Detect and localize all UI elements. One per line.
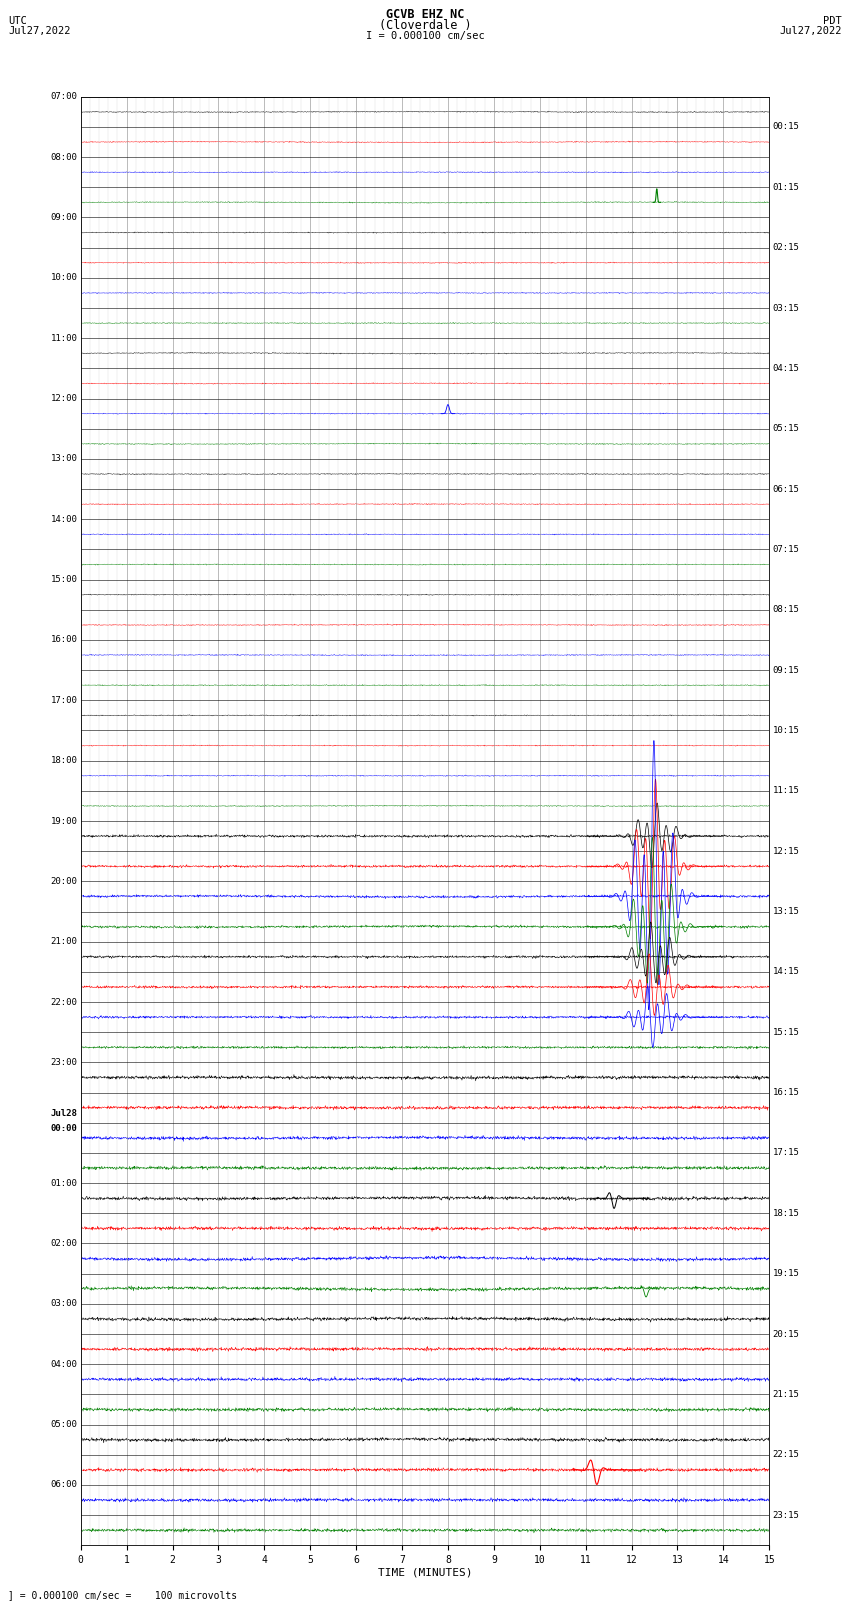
Text: GCVB EHZ NC: GCVB EHZ NC bbox=[386, 8, 464, 21]
Text: PDT: PDT bbox=[823, 16, 842, 26]
Text: 01:15: 01:15 bbox=[773, 182, 800, 192]
Text: 11:00: 11:00 bbox=[50, 334, 77, 342]
Text: (Cloverdale ): (Cloverdale ) bbox=[379, 19, 471, 32]
Text: 14:15: 14:15 bbox=[773, 968, 800, 976]
Text: 20:15: 20:15 bbox=[773, 1329, 800, 1339]
Text: UTC: UTC bbox=[8, 16, 27, 26]
Text: 11:15: 11:15 bbox=[773, 787, 800, 795]
Text: 08:15: 08:15 bbox=[773, 605, 800, 615]
Text: 20:00: 20:00 bbox=[50, 877, 77, 886]
Text: 13:00: 13:00 bbox=[50, 455, 77, 463]
Text: 06:15: 06:15 bbox=[773, 484, 800, 494]
Text: 18:15: 18:15 bbox=[773, 1208, 800, 1218]
Text: 02:00: 02:00 bbox=[50, 1239, 77, 1248]
Text: 09:00: 09:00 bbox=[50, 213, 77, 223]
Text: 17:15: 17:15 bbox=[773, 1148, 800, 1158]
Text: 03:00: 03:00 bbox=[50, 1300, 77, 1308]
Text: 19:15: 19:15 bbox=[773, 1269, 800, 1277]
Text: 15:15: 15:15 bbox=[773, 1027, 800, 1037]
Text: 09:15: 09:15 bbox=[773, 666, 800, 674]
Text: 01:00: 01:00 bbox=[50, 1179, 77, 1187]
Text: 07:15: 07:15 bbox=[773, 545, 800, 553]
Text: ] = 0.000100 cm/sec =    100 microvolts: ] = 0.000100 cm/sec = 100 microvolts bbox=[8, 1590, 238, 1600]
Text: 03:15: 03:15 bbox=[773, 303, 800, 313]
Text: 21:00: 21:00 bbox=[50, 937, 77, 947]
Text: 12:00: 12:00 bbox=[50, 394, 77, 403]
Text: 10:00: 10:00 bbox=[50, 273, 77, 282]
Text: 22:15: 22:15 bbox=[773, 1450, 800, 1460]
Text: 16:00: 16:00 bbox=[50, 636, 77, 645]
Text: 12:15: 12:15 bbox=[773, 847, 800, 855]
Text: 23:15: 23:15 bbox=[773, 1511, 800, 1519]
Text: 22:00: 22:00 bbox=[50, 997, 77, 1007]
Text: I = 0.000100 cm/sec: I = 0.000100 cm/sec bbox=[366, 31, 484, 40]
Text: 00:00: 00:00 bbox=[50, 1124, 77, 1134]
Text: 02:15: 02:15 bbox=[773, 244, 800, 252]
Text: 16:15: 16:15 bbox=[773, 1089, 800, 1097]
Text: 00:15: 00:15 bbox=[773, 123, 800, 131]
Text: 04:00: 04:00 bbox=[50, 1360, 77, 1369]
Text: 23:00: 23:00 bbox=[50, 1058, 77, 1066]
Text: 05:00: 05:00 bbox=[50, 1419, 77, 1429]
Text: 17:00: 17:00 bbox=[50, 695, 77, 705]
Text: 08:00: 08:00 bbox=[50, 153, 77, 161]
X-axis label: TIME (MINUTES): TIME (MINUTES) bbox=[377, 1568, 473, 1578]
Text: 15:00: 15:00 bbox=[50, 576, 77, 584]
Text: 05:15: 05:15 bbox=[773, 424, 800, 434]
Text: 18:00: 18:00 bbox=[50, 756, 77, 765]
Text: 19:00: 19:00 bbox=[50, 816, 77, 826]
Text: Jul28: Jul28 bbox=[50, 1110, 77, 1118]
Text: Jul27,2022: Jul27,2022 bbox=[779, 26, 842, 35]
Text: 10:15: 10:15 bbox=[773, 726, 800, 736]
Text: 04:15: 04:15 bbox=[773, 365, 800, 373]
Text: Jul27,2022: Jul27,2022 bbox=[8, 26, 71, 35]
Text: 13:15: 13:15 bbox=[773, 907, 800, 916]
Text: 07:00: 07:00 bbox=[50, 92, 77, 102]
Text: 21:15: 21:15 bbox=[773, 1390, 800, 1398]
Text: 06:00: 06:00 bbox=[50, 1481, 77, 1489]
Text: 14:00: 14:00 bbox=[50, 515, 77, 524]
